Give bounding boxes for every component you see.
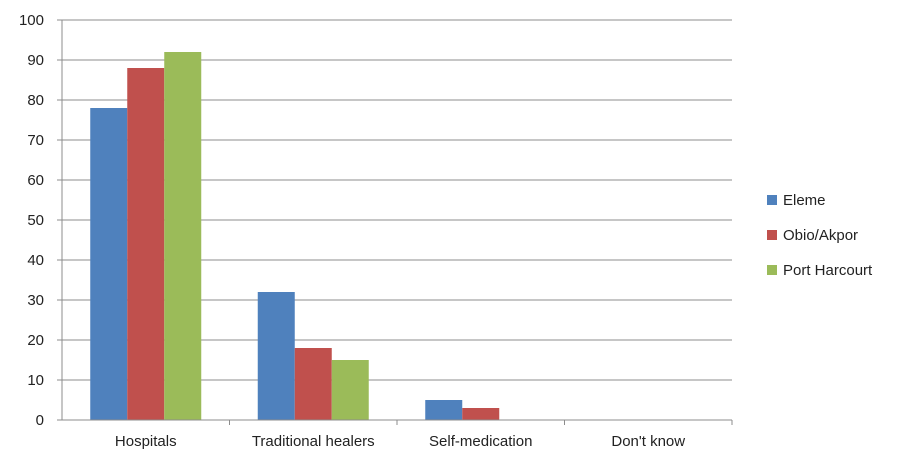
legend-label: Port Harcourt bbox=[783, 262, 873, 279]
bar-obio-akpor-2 bbox=[462, 408, 500, 420]
legend-label: Eleme bbox=[783, 192, 826, 209]
bar-port-harcourt-1 bbox=[331, 360, 369, 420]
bar-obio-akpor-1 bbox=[294, 348, 332, 420]
legend-label: Obio/Akpor bbox=[783, 227, 858, 244]
legend-swatch bbox=[767, 265, 777, 275]
y-tick-label: 50 bbox=[27, 212, 44, 229]
x-axis-categories: Hospitals Traditional healers Self-medicat… bbox=[115, 433, 685, 450]
x-category-label: Don't know bbox=[611, 433, 685, 450]
y-tick-label: 40 bbox=[27, 252, 44, 269]
y-tick-label: 20 bbox=[27, 332, 44, 349]
y-tick-label: 70 bbox=[27, 132, 44, 149]
y-tick-label: 0 bbox=[36, 412, 44, 429]
y-tick-label: 100 bbox=[19, 12, 44, 29]
bars bbox=[90, 52, 500, 420]
x-category-label: Self-medication bbox=[429, 433, 532, 450]
bar-port-harcourt-0 bbox=[164, 52, 202, 420]
legend: Eleme Obio/Akpor Port Harcourt bbox=[767, 192, 873, 279]
y-axis-ticks: 0 10 20 30 40 50 60 70 80 90 100 bbox=[19, 12, 62, 429]
y-tick-label: 90 bbox=[27, 52, 44, 69]
bar-obio-akpor-0 bbox=[127, 68, 165, 420]
bar-eleme-0 bbox=[90, 108, 128, 420]
legend-swatch bbox=[767, 230, 777, 240]
legend-swatch bbox=[767, 195, 777, 205]
bar-eleme-1 bbox=[257, 292, 295, 420]
axes bbox=[61, 20, 733, 425]
y-tick-label: 10 bbox=[27, 372, 44, 389]
x-category-label: Hospitals bbox=[115, 433, 177, 450]
x-category-label: Traditional healers bbox=[252, 433, 375, 450]
y-tick-label: 30 bbox=[27, 292, 44, 309]
y-tick-label: 60 bbox=[27, 172, 44, 189]
y-tick-label: 80 bbox=[27, 92, 44, 109]
bar-eleme-2 bbox=[425, 400, 463, 420]
